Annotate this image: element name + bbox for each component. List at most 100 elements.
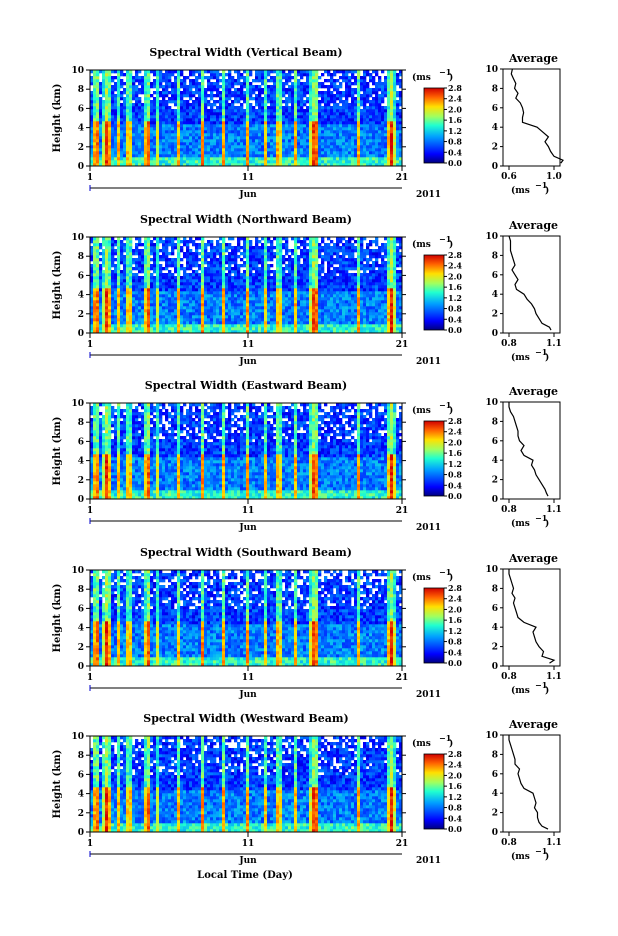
height-tick-label: 0 xyxy=(78,662,84,672)
profile-height-tick-label: 6 xyxy=(492,104,498,114)
profile-value-tick-label: 1.1 xyxy=(546,339,562,349)
height-tick-label: 6 xyxy=(78,437,84,447)
x-axis-label: Local Time (Day) xyxy=(197,870,293,881)
height-tick-label: 8 xyxy=(78,418,84,428)
profile-height-tick-label: 0 xyxy=(492,162,498,172)
profile-height-tick-label: 10 xyxy=(485,731,498,741)
colorbar xyxy=(424,255,444,330)
height-tick-label: 2 xyxy=(78,310,84,320)
year-label: 2011 xyxy=(416,856,441,866)
profile-unit-close: ) xyxy=(545,352,549,363)
colorbar-tick-label: 0.4 xyxy=(448,147,462,157)
profile-height-tick-label: 6 xyxy=(492,271,498,281)
profile-value-tick-label: 1.1 xyxy=(546,672,562,682)
colorbar-unit-close: ) xyxy=(449,572,453,583)
profile-height-tick-label: 4 xyxy=(492,290,498,300)
average-profile-line xyxy=(509,569,554,663)
profile-unit: (ms xyxy=(511,352,530,363)
height-tick-label: 8 xyxy=(78,252,84,262)
height-tick-label: 10 xyxy=(71,233,84,243)
colorbar-unit: (ms xyxy=(412,738,431,749)
colorbar-tick-label: 0.4 xyxy=(448,480,462,490)
height-tick-label: 4 xyxy=(78,790,84,800)
height-tick-label: 6 xyxy=(78,770,84,780)
colorbar-tick-label: 0.0 xyxy=(448,325,462,335)
average-profile-line xyxy=(509,735,548,829)
time-tick-label: 11 xyxy=(242,340,255,350)
panel-title: Spectral Width (Northward Beam) xyxy=(140,213,352,226)
profile-height-tick-label: 6 xyxy=(492,770,498,780)
y-axis-label: Height (km) xyxy=(52,750,63,819)
panel-3: Spectral Width (Eastward Beam)0246810Hei… xyxy=(52,379,562,533)
height-tick-label: 6 xyxy=(78,604,84,614)
profile-height-tick-label: 10 xyxy=(485,398,498,408)
profile-frame xyxy=(503,236,560,333)
colorbar-unit-close: ) xyxy=(449,405,453,416)
profile-height-tick-label: 2 xyxy=(492,476,498,486)
y-axis-label: Height (km) xyxy=(52,84,63,153)
colorbar-tick-label: 2.4 xyxy=(448,760,462,770)
profile-height-tick-label: 2 xyxy=(492,643,498,653)
colorbar-tick-label: 2.0 xyxy=(448,271,462,281)
profile-height-tick-label: 2 xyxy=(492,310,498,320)
time-tick-label: 1 xyxy=(87,673,93,683)
profile-height-tick-label: 4 xyxy=(492,123,498,133)
profile-height-tick-label: 6 xyxy=(492,604,498,614)
profile-height-tick-label: 4 xyxy=(492,789,498,799)
height-tick-label: 6 xyxy=(78,104,84,114)
month-label: Jun xyxy=(238,856,257,866)
panel-title: Spectral Width (Vertical Beam) xyxy=(149,46,342,59)
height-tick-label: 4 xyxy=(78,291,84,301)
profile-height-tick-label: 8 xyxy=(492,750,498,760)
colorbar-tick-label: 1.2 xyxy=(448,293,462,303)
height-tick-label: 8 xyxy=(78,85,84,95)
time-tick-label: 11 xyxy=(242,173,255,183)
average-title: Average xyxy=(508,552,558,565)
profile-height-tick-label: 0 xyxy=(492,828,498,838)
colorbar-tick-label: 0.4 xyxy=(448,813,462,823)
height-tick-label: 0 xyxy=(78,828,84,838)
time-tick-label: 1 xyxy=(87,340,93,350)
heatmap xyxy=(90,570,402,666)
height-tick-label: 8 xyxy=(78,751,84,761)
colorbar-tick-label: 1.6 xyxy=(448,282,462,292)
colorbar-tick-label: 2.8 xyxy=(448,250,462,260)
colorbar-tick-label: 0.4 xyxy=(448,314,462,324)
profile-height-tick-label: 0 xyxy=(492,329,498,339)
time-tick-label: 21 xyxy=(396,506,409,516)
colorbar-tick-label: 0.8 xyxy=(448,470,462,480)
year-label: 2011 xyxy=(416,523,441,533)
colorbar-unit-close: ) xyxy=(449,72,453,83)
profile-unit-close: ) xyxy=(545,851,549,862)
y-axis-label: Height (km) xyxy=(52,584,63,653)
height-tick-label: 4 xyxy=(78,457,84,467)
height-tick-label: 0 xyxy=(78,329,84,339)
colorbar-tick-label: 0.8 xyxy=(448,137,462,147)
panel-1: Spectral Width (Vertical Beam)0246810Hei… xyxy=(52,46,563,200)
y-axis-label: Height (km) xyxy=(52,417,63,486)
panel-title: Spectral Width (Westward Beam) xyxy=(143,712,348,725)
profile-height-tick-label: 10 xyxy=(485,565,498,575)
profile-height-tick-label: 6 xyxy=(492,437,498,447)
profile-value-tick-label: 1.1 xyxy=(546,505,562,515)
average-profile-line xyxy=(509,236,551,330)
colorbar-tick-label: 2.4 xyxy=(448,94,462,104)
height-tick-label: 2 xyxy=(78,143,84,153)
colorbar-unit: (ms xyxy=(412,572,431,583)
colorbar xyxy=(424,421,444,496)
panel-title: Spectral Width (Southward Beam) xyxy=(140,546,352,559)
profile-frame xyxy=(503,402,560,499)
average-profile-line xyxy=(509,402,548,496)
colorbar-tick-label: 0.0 xyxy=(448,824,462,834)
profile-height-tick-label: 0 xyxy=(492,495,498,505)
colorbar-tick-label: 1.6 xyxy=(448,615,462,625)
colorbar-tick-label: 1.2 xyxy=(448,626,462,636)
profile-unit-close: ) xyxy=(545,518,549,529)
heatmap xyxy=(90,403,402,499)
height-tick-label: 2 xyxy=(78,476,84,486)
time-tick-label: 21 xyxy=(396,173,409,183)
year-label: 2011 xyxy=(416,690,441,700)
colorbar xyxy=(424,588,444,663)
profile-value-tick-label: 0.8 xyxy=(501,505,517,515)
